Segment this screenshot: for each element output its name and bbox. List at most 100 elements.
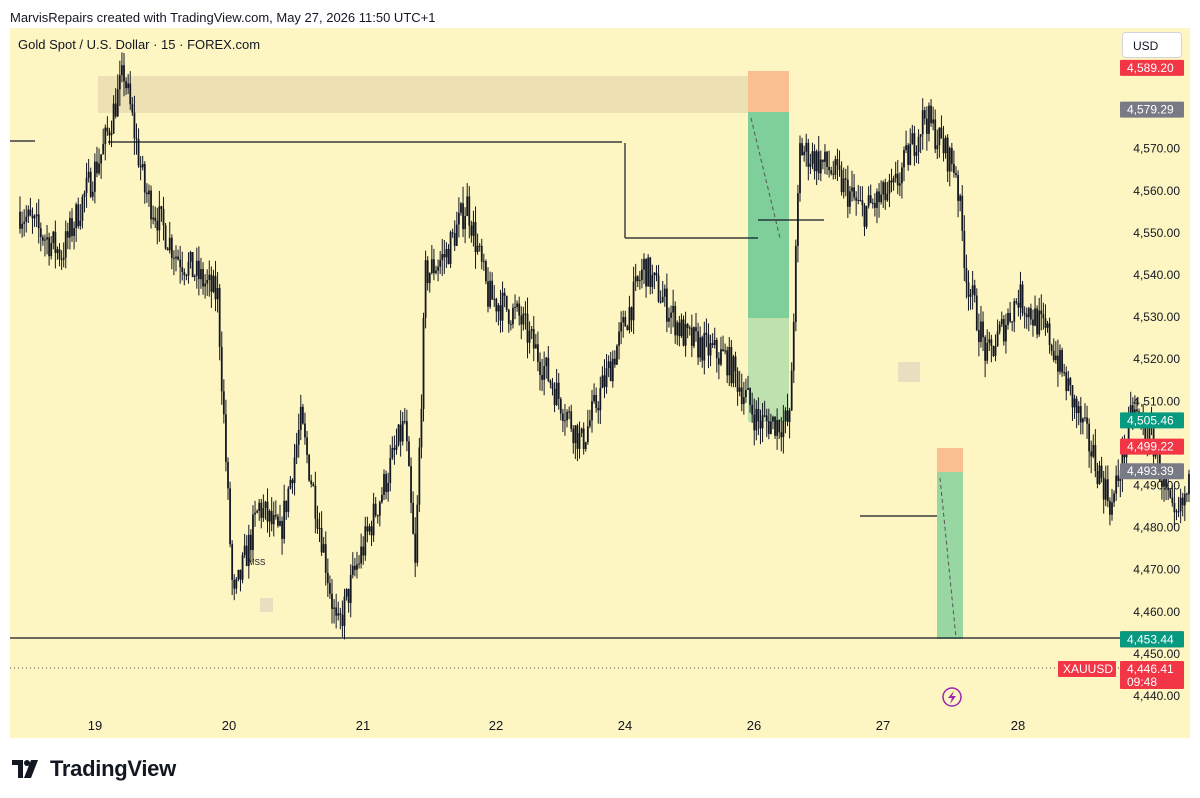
candle-body (25, 216, 28, 222)
candle-body (212, 275, 215, 292)
candle-body (145, 192, 148, 195)
candle-body (214, 275, 217, 300)
position-zone-3 (937, 448, 963, 472)
position-zone-1 (748, 112, 789, 318)
candle-body (1021, 284, 1024, 313)
candle-body (545, 357, 548, 367)
candle-body (370, 526, 373, 536)
candle-body (243, 545, 246, 556)
candle-body (189, 252, 192, 262)
candle-body (158, 206, 161, 231)
candle-body (890, 180, 893, 183)
candle-body (782, 420, 785, 438)
candle-body (853, 187, 855, 198)
candle-body (1100, 465, 1103, 478)
candle-body (108, 131, 111, 136)
candle-body (1048, 323, 1051, 346)
candle-body (925, 118, 928, 134)
price-label-stop: 4,589.20 (1120, 59, 1184, 76)
candle-body (316, 518, 319, 529)
candle-body (730, 347, 733, 384)
candle-body (258, 502, 261, 512)
candle-body (306, 437, 308, 455)
candle-body (661, 296, 664, 303)
candle-body (464, 216, 467, 230)
candle-body (892, 178, 895, 183)
candle-body (672, 305, 675, 313)
candle-body (185, 275, 188, 277)
candle-body (495, 298, 498, 312)
candle-body (514, 307, 516, 309)
candle-body (799, 143, 801, 194)
candle-body (1015, 301, 1018, 303)
candle-body (52, 231, 55, 244)
currency-selector[interactable]: USD (1122, 32, 1182, 58)
candle-body (222, 391, 225, 415)
candle-body (811, 151, 814, 164)
candle-body (73, 228, 75, 237)
candle-body (832, 173, 835, 175)
candle-body (137, 139, 140, 166)
candle-body (547, 357, 550, 381)
candle-body (992, 345, 995, 356)
candle-body (717, 358, 720, 365)
candle-body (946, 137, 949, 172)
candle-body (77, 204, 80, 227)
candle-body (1075, 398, 1078, 413)
candle-body (1121, 445, 1124, 479)
candle-body (996, 331, 999, 347)
candle-body (453, 233, 456, 246)
candle-body (283, 500, 286, 539)
candle-body (374, 503, 377, 516)
candle-body (724, 350, 727, 352)
chart-area[interactable]: MSS 4,440.00 4,450.00 4,460.00 4,470.00 4,480… (10, 28, 1190, 738)
candle-body (310, 480, 313, 485)
symbol-tag-box (1058, 661, 1116, 678)
candle-body (1169, 490, 1172, 498)
candle-body (118, 75, 121, 90)
candle-body (202, 269, 204, 287)
price-chart[interactable]: MSS 4,440.00 4,450.00 4,460.00 4,470.00 4,480… (10, 28, 1190, 738)
candle-body (227, 461, 229, 489)
candle-body (487, 281, 489, 307)
candle-body (786, 410, 789, 422)
y-tick-label: 4,530.00 (1133, 310, 1180, 324)
candle-body (819, 159, 822, 174)
candle-body (445, 248, 448, 258)
x-tick-label: 22 (489, 718, 503, 733)
candle-body (331, 593, 333, 609)
candle-body (1092, 444, 1095, 457)
candle-body (638, 279, 641, 282)
candle-body (433, 259, 435, 274)
candle-body (200, 269, 202, 280)
candle-body (168, 237, 171, 251)
candle-body (690, 327, 693, 346)
candle-body (489, 280, 491, 307)
candle-body (851, 187, 853, 192)
candle-body (720, 349, 722, 365)
candle-body (1165, 474, 1167, 488)
candle-body (620, 322, 623, 332)
candle-body (855, 197, 858, 201)
candle-body (659, 301, 662, 303)
candle-body (75, 204, 78, 229)
candle-body (1154, 453, 1157, 457)
candle-body (761, 415, 764, 429)
candle-body (414, 533, 417, 563)
candle-body (1179, 497, 1182, 512)
tradingview-logo-icon (12, 760, 38, 778)
candle-body (41, 237, 44, 241)
candle-body (873, 202, 876, 208)
price-label-text: 4,446.41 (1127, 662, 1174, 676)
candle-body (100, 154, 103, 164)
candle-body (961, 195, 964, 231)
candle-body (572, 428, 575, 444)
candle-body (867, 195, 870, 206)
candle-body (595, 394, 598, 408)
candle-body (507, 309, 510, 324)
candle-body (281, 520, 283, 539)
candle-body (555, 382, 558, 406)
candle-body (405, 421, 408, 442)
symbol-tag-text: XAUUSD (1063, 662, 1113, 676)
candle-body (917, 136, 920, 153)
